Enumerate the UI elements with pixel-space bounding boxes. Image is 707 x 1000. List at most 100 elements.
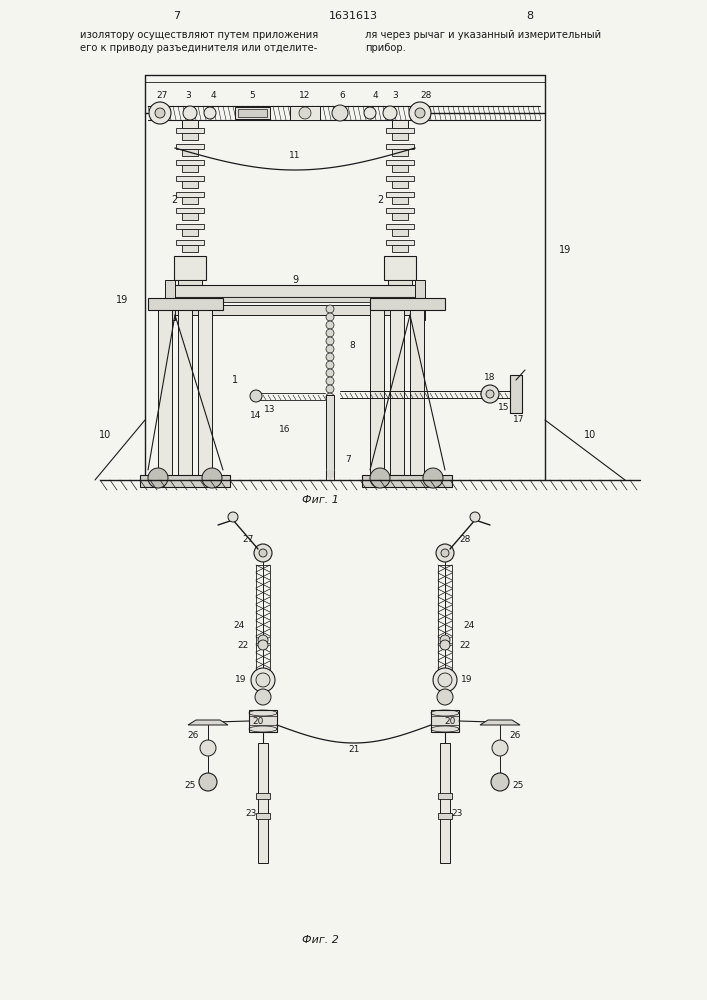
Bar [326,395,334,470]
Text: 26: 26 [509,730,520,740]
Bar [362,475,452,487]
Bar [386,224,414,229]
Bar [386,240,414,245]
Bar [392,149,408,156]
Bar [370,310,384,475]
Circle shape [440,635,450,645]
Bar [198,310,212,475]
Circle shape [364,107,376,119]
Bar [182,229,198,236]
Text: Фиг. 1: Фиг. 1 [302,495,339,505]
Circle shape [481,385,499,403]
Bar [438,813,452,819]
Circle shape [258,640,268,650]
Bar [440,743,450,863]
Circle shape [470,512,480,522]
Bar [392,213,408,220]
Bar [182,120,198,128]
Bar [392,120,408,128]
Text: 19: 19 [116,295,128,305]
Bar [182,245,198,252]
Bar [182,149,198,156]
Circle shape [183,106,197,120]
Bar [178,280,202,290]
Bar [176,128,204,133]
Bar [431,710,459,732]
Bar [170,297,420,302]
Circle shape [256,673,270,687]
Circle shape [258,635,268,645]
Text: 24: 24 [463,620,474,630]
Text: 6: 6 [339,92,345,101]
Bar [392,181,408,188]
Bar [178,310,192,475]
Bar [176,208,204,213]
Text: 1631613: 1631613 [329,11,378,21]
Text: 25: 25 [185,780,196,790]
Text: ля через рычаг и указанный измерительный: ля через рычаг и указанный измерительный [365,30,601,40]
Text: 12: 12 [299,92,310,101]
Circle shape [228,512,238,522]
Text: 10: 10 [584,430,596,440]
Bar [392,197,408,204]
Bar [256,813,270,819]
Bar [510,375,522,413]
Text: 14: 14 [250,410,262,420]
Bar [258,743,268,863]
Circle shape [486,390,494,398]
Bar [392,229,408,236]
Text: 2: 2 [171,195,177,205]
Bar [176,240,204,245]
Bar [386,192,414,197]
Bar [235,107,270,119]
Circle shape [155,108,165,118]
Circle shape [423,468,443,488]
Text: Фиг. 2: Фиг. 2 [302,935,339,945]
Circle shape [433,668,457,692]
Bar [386,160,414,165]
Text: 16: 16 [279,426,291,434]
Text: его к приводу разъединителя или отделите-: его к приводу разъединителя или отделите… [80,43,317,53]
Bar [170,305,420,315]
Circle shape [326,345,334,353]
Bar [176,144,204,149]
Text: 9: 9 [292,275,298,285]
Circle shape [326,361,334,369]
Text: 15: 15 [498,403,510,412]
Circle shape [370,468,390,488]
Text: 25: 25 [513,780,524,790]
Circle shape [326,313,334,321]
Text: 11: 11 [289,150,300,159]
Circle shape [326,353,334,361]
Bar [392,133,408,140]
Text: 17: 17 [513,416,525,424]
Polygon shape [188,720,228,725]
Polygon shape [480,720,520,725]
Bar [182,165,198,172]
Text: 18: 18 [484,373,496,382]
Circle shape [383,106,397,120]
Circle shape [199,773,217,791]
Text: 23: 23 [245,808,257,818]
Bar [170,285,420,297]
Text: 20: 20 [444,716,456,726]
Bar [410,310,424,475]
Bar [165,280,175,320]
Text: 4: 4 [372,92,378,101]
Bar [238,109,267,117]
Circle shape [149,102,171,124]
Text: 22: 22 [238,641,249,650]
Circle shape [491,773,509,791]
Bar [176,176,204,181]
Text: 3: 3 [185,92,191,101]
Circle shape [326,385,334,393]
Circle shape [436,544,454,562]
Text: 3: 3 [392,92,398,101]
Circle shape [441,549,449,557]
Circle shape [326,337,334,345]
Bar [182,213,198,220]
Bar [415,280,425,320]
Bar [388,280,412,290]
Text: прибор.: прибор. [365,43,406,53]
Circle shape [332,105,348,121]
